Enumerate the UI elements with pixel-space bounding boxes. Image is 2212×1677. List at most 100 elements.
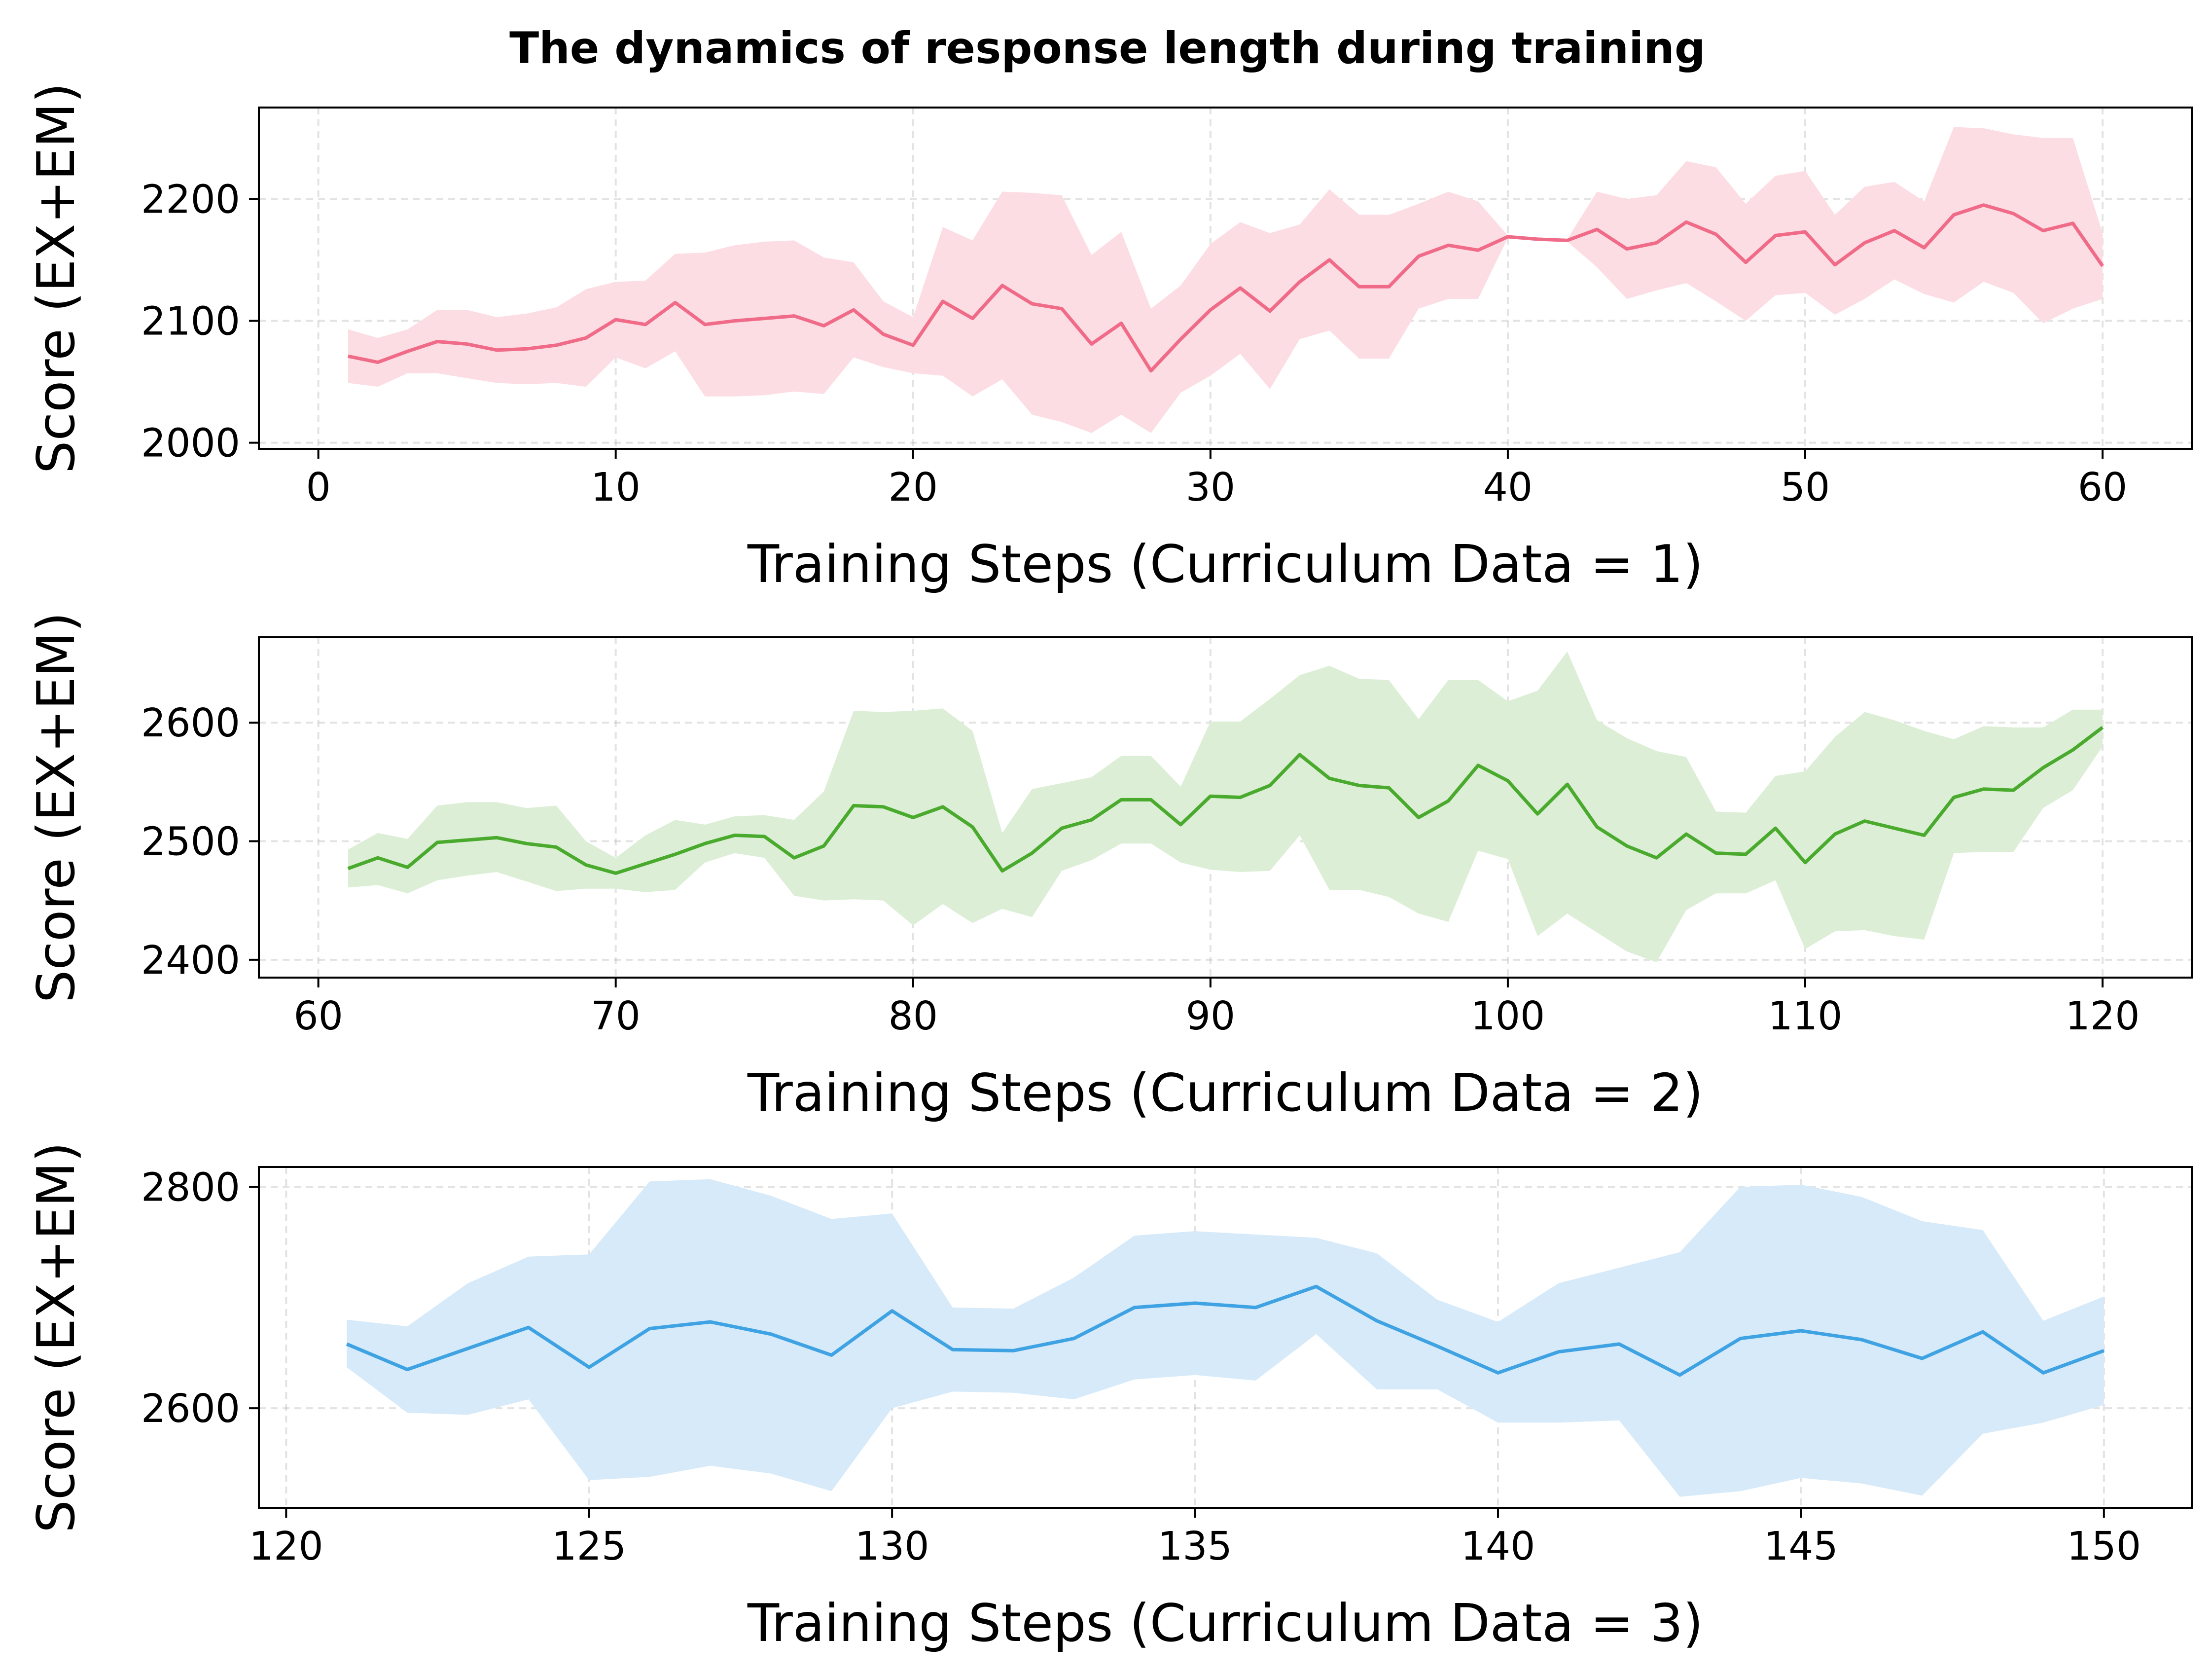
data-point xyxy=(1744,261,1747,264)
data-point xyxy=(347,867,350,870)
data-point xyxy=(1149,798,1152,801)
data-point xyxy=(2012,789,2015,792)
data-point xyxy=(1833,263,1836,266)
data-point xyxy=(1417,816,1420,819)
data-point xyxy=(436,841,439,844)
data-point xyxy=(1090,818,1093,821)
data-point xyxy=(1804,861,1807,864)
data-point xyxy=(1209,308,1212,311)
data-point xyxy=(644,323,647,326)
data-point xyxy=(763,835,766,838)
data-point xyxy=(1863,241,1866,244)
data-point xyxy=(1268,784,1271,787)
data-point xyxy=(1298,753,1301,756)
data-point xyxy=(2071,222,2074,225)
data-point xyxy=(971,317,974,320)
data-point xyxy=(882,805,885,808)
data-point xyxy=(1497,1371,1499,1374)
data-point xyxy=(1981,1330,1984,1333)
subplot-3: 120 125 130 135 140 145 150 2600 2800 Training … xyxy=(26,1142,2193,1653)
data-point xyxy=(1328,258,1331,261)
data-point xyxy=(1982,204,1985,207)
subplot-2-mean-line xyxy=(347,726,2104,875)
data-point xyxy=(1120,322,1123,325)
data-point xyxy=(1239,287,1242,290)
data-point xyxy=(1447,244,1450,247)
y-tick-label: 2600 xyxy=(141,700,240,746)
data-point xyxy=(644,862,647,865)
x-tick-label: 135 xyxy=(1158,1524,1232,1569)
data-point xyxy=(1744,853,1747,856)
data-point xyxy=(2103,1349,2105,1352)
data-point xyxy=(1893,827,1896,830)
data-point xyxy=(1596,228,1599,231)
data-point xyxy=(1863,820,1866,823)
subplot-1-variance-band xyxy=(348,127,2103,433)
data-point xyxy=(584,864,587,867)
data-point xyxy=(525,842,528,845)
data-point xyxy=(852,308,855,311)
x-tick-label: 70 xyxy=(591,993,641,1039)
data-point xyxy=(1194,1302,1197,1305)
data-point xyxy=(1357,285,1360,288)
data-point xyxy=(555,344,558,347)
data-point xyxy=(1804,230,1807,233)
subplot-1-x-ticks: 0 10 20 30 40 50 60 xyxy=(306,449,2127,510)
data-point xyxy=(406,1368,409,1371)
data-point xyxy=(709,1320,712,1323)
data-point xyxy=(674,301,677,304)
subplot-3-axes-frame xyxy=(258,1166,2193,1509)
subplot-2-x-ticks: 60 70 80 90 100 110 120 xyxy=(293,978,2140,1039)
data-point xyxy=(1625,248,1628,251)
subplot-1: 0 10 20 30 40 50 60 2000 2100 2200 Training Step… xyxy=(26,83,2193,594)
data-point xyxy=(733,834,736,837)
x-tick-label: 60 xyxy=(2078,465,2128,510)
data-point xyxy=(1447,800,1450,802)
x-tick-label: 90 xyxy=(1186,993,1236,1039)
data-point xyxy=(1436,1345,1439,1348)
x-tick-label: 120 xyxy=(2066,993,2140,1039)
data-point xyxy=(1923,246,1926,249)
data-point xyxy=(466,1347,469,1350)
subplot-1-mean-line xyxy=(348,203,2104,373)
data-point xyxy=(2101,726,2104,729)
subplot-2-variance-band xyxy=(348,651,2103,962)
data-point xyxy=(1209,795,1212,798)
subplot-1-y-axis-label: Score (EX+EM) xyxy=(26,83,86,474)
data-point xyxy=(1001,870,1004,873)
data-point xyxy=(1239,796,1242,799)
data-point xyxy=(1120,798,1123,801)
subplot-2: 60 70 80 90 100 110 120 2400 2500 2600 Training … xyxy=(26,612,2193,1123)
data-point xyxy=(882,333,885,336)
x-tick-label: 10 xyxy=(591,465,641,510)
x-tick-label: 100 xyxy=(1471,993,1545,1039)
data-point xyxy=(1388,786,1391,789)
data-point xyxy=(1953,796,1956,799)
data-point xyxy=(1417,255,1420,258)
data-point xyxy=(2041,229,2044,232)
data-point xyxy=(376,361,379,364)
data-point xyxy=(1375,1319,1378,1322)
data-point xyxy=(1536,812,1539,815)
data-point xyxy=(614,872,617,875)
data-point xyxy=(495,836,498,839)
data-point xyxy=(1012,1349,1015,1352)
x-tick-label: 50 xyxy=(1781,465,1830,510)
data-point xyxy=(941,300,944,303)
data-point xyxy=(1655,241,1658,244)
data-point xyxy=(1149,369,1152,372)
data-point xyxy=(971,826,974,829)
data-point xyxy=(1596,826,1599,829)
data-point xyxy=(614,318,617,321)
subplot-3-mean-line xyxy=(346,1284,2105,1377)
x-tick-label: 125 xyxy=(552,1524,626,1569)
data-point xyxy=(1477,249,1480,252)
x-tick-label: 20 xyxy=(889,465,938,510)
subplot-2-axes-frame xyxy=(258,636,2193,979)
data-point xyxy=(376,856,379,859)
data-point xyxy=(1774,234,1777,237)
data-point xyxy=(1328,777,1331,780)
data-point xyxy=(891,1310,893,1312)
subplot-3-y-ticks: 2600 2800 xyxy=(141,1165,259,1431)
y-tick-label: 2400 xyxy=(141,938,240,983)
